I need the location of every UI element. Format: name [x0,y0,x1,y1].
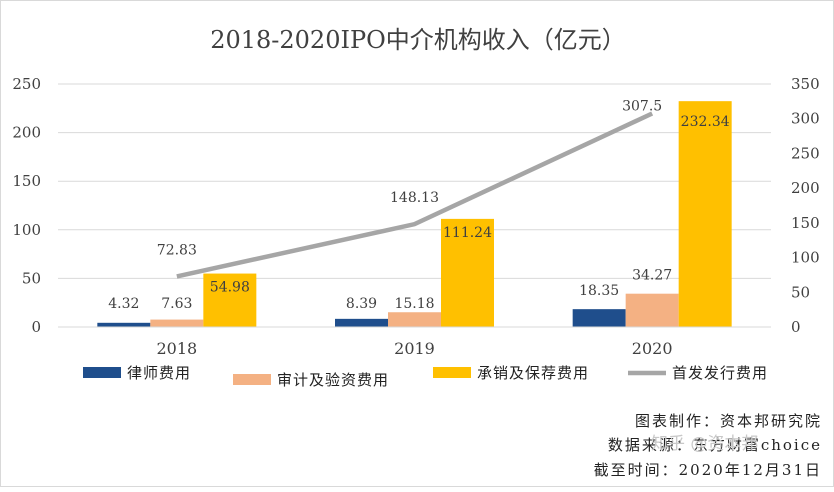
note-producer: 图表制作：资本邦研究院 [635,412,822,430]
y-right-tick-label: 300 [791,110,820,128]
legend-swatch [433,367,471,378]
data-label: 34.27 [632,268,672,284]
note-cutoff: 截至时间：2020年12月31日 [594,461,822,479]
data-label: 18.35 [579,283,619,299]
legend-label: 审计及验资费用 [277,371,389,389]
line-data-label: 72.83 [157,242,197,258]
x-tick-label: 2019 [394,339,435,358]
legend: 律师费用 审计及验资费用 承销及保荐费用 首发发行费用 [83,364,768,389]
x-tick-label: 2020 [632,339,673,358]
chart-title: 2018-2020IPO中介机构收入（亿元） [210,26,626,54]
data-label: 15.18 [394,296,434,312]
y-left-tick-label: 100 [12,221,41,239]
line-series-path [176,111,654,279]
line-data-label: 148.13 [390,190,439,206]
data-label: 7.63 [161,296,192,312]
line-data-label: 307.5 [622,99,662,115]
bar [678,101,732,327]
bar [203,273,257,327]
y-right-tick-label: 50 [791,283,810,301]
y-left-tick-label: 150 [12,172,41,190]
axes: 0 50 100 150 200 250 0 50 100 150 200 250 300 350 2018… [12,75,819,358]
bar [97,322,151,327]
y-right-tick-label: 250 [791,144,820,162]
bar [150,319,204,327]
y-left-tick-label: 0 [31,318,41,336]
line-series [176,111,654,279]
y-right-tick-label: 150 [791,214,820,232]
y-left-tick-label: 200 [12,124,41,142]
y-left-tick-label: 50 [22,269,41,287]
data-label: 54.98 [210,280,250,296]
legend-label: 首发发行费用 [672,364,768,382]
notes: 图表制作：资本邦研究院 数据来源：东方财富choice 截至时间：2020年12… [594,412,822,479]
bar-series [97,101,732,327]
data-labels: 4.32 7.63 54.98 8.39 15.18 111.24 18.35 34.27 23… [108,99,729,312]
bar [441,218,494,327]
y-left-tick-label: 250 [12,75,41,93]
legend-swatch [83,367,121,378]
y-right-tick-label: 100 [791,249,820,267]
data-label: 4.32 [108,296,139,312]
watermark: 知乎 @资本邦 [651,434,758,454]
data-label: 232.34 [681,114,730,130]
legend-swatch [233,374,271,385]
x-tick-label: 2018 [156,339,197,358]
bar [388,312,441,327]
bar [335,318,388,327]
legend-label: 承销及保荐费用 [477,364,589,382]
legend-label: 律师费用 [127,364,191,382]
y-right-tick-label: 0 [791,318,801,336]
bar [572,309,626,327]
y-right-tick-label: 200 [791,179,820,197]
note-source: 数据来源：东方财富choice [608,436,822,454]
y-right-tick-label: 350 [791,75,820,93]
bar [625,293,679,327]
data-label: 111.24 [443,225,492,241]
data-label: 8.39 [346,296,377,312]
